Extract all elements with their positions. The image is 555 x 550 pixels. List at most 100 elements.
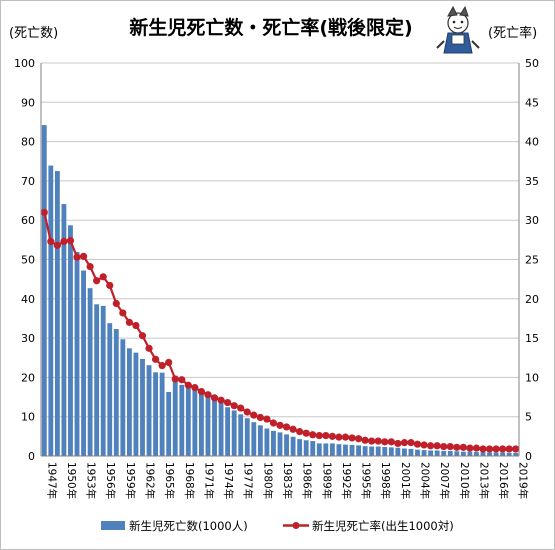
line-point (230, 402, 238, 410)
bar (126, 348, 132, 456)
bar (277, 432, 283, 456)
y-left-tick-label: 80 (21, 136, 35, 149)
line-point (466, 444, 474, 452)
bar (401, 448, 407, 456)
bar (369, 446, 375, 456)
legend: 新生児死亡数(1000人) 新生児死亡率(出生1000対) (101, 519, 454, 533)
line-point (348, 434, 356, 442)
y-left-tick-label: 60 (21, 214, 35, 227)
line-point (263, 415, 271, 423)
y-right-tick-labels: 0 5 10 15 20 25 30 35 40 45 50 (525, 57, 539, 463)
line-point (197, 387, 206, 396)
bar (159, 372, 165, 456)
bar-series (41, 125, 519, 457)
bar (460, 451, 466, 456)
line-point (381, 438, 389, 446)
bar (172, 380, 178, 456)
bar (100, 305, 106, 456)
bar (205, 396, 211, 456)
line-point (93, 277, 101, 285)
bar (41, 125, 47, 457)
line-point (79, 252, 88, 260)
line-point (354, 435, 363, 443)
bar (251, 422, 257, 456)
line-point (53, 241, 61, 249)
bar (94, 304, 100, 456)
y-right-tick-label: 5 (525, 411, 532, 424)
bar (199, 393, 204, 456)
line-point (302, 429, 310, 437)
bar (140, 358, 145, 456)
x-tick-label: 2013年 (477, 462, 490, 499)
x-tick-label: 1980年 (261, 462, 274, 499)
y-left-tick-label: 100 (14, 57, 35, 70)
x-tick-label: 1977年 (242, 462, 255, 499)
bar (434, 450, 440, 456)
bar (120, 339, 126, 456)
line-point (138, 332, 147, 340)
line-point (210, 394, 219, 402)
x-tick-label: 1992年 (340, 462, 353, 499)
bar (487, 452, 492, 456)
bar (192, 390, 198, 456)
line-point (328, 432, 336, 440)
bar (382, 446, 388, 456)
bar (329, 443, 335, 456)
bar (356, 445, 361, 456)
bar (316, 443, 322, 456)
line-point (60, 237, 68, 246)
y-right-tick-label: 25 (525, 254, 539, 267)
bar (415, 449, 420, 456)
bar (454, 451, 460, 456)
bar (74, 252, 80, 456)
y-left-tick-label: 90 (21, 96, 35, 109)
line-point (132, 321, 140, 330)
x-tick-labels: 1947年 1950年 1953年 1956年 1959年 1962年 1965年 1968年… (45, 462, 529, 499)
x-tick-label: 1947年 (45, 462, 58, 499)
x-tick-label: 1968年 (183, 462, 196, 499)
line-point (420, 441, 428, 449)
x-tick-label: 2001年 (399, 462, 412, 499)
line-point (492, 445, 500, 453)
line-point (47, 237, 55, 246)
bar (349, 444, 355, 456)
line-point (433, 442, 441, 450)
bar (303, 440, 309, 456)
y-right-tick-label: 40 (525, 136, 539, 149)
x-tick-label: 2004年 (419, 462, 432, 499)
line-point (40, 208, 48, 216)
y-left-tick-label: 40 (21, 293, 35, 306)
line-point (472, 444, 481, 452)
x-tick-label: 1950年 (65, 462, 78, 499)
bar (271, 430, 276, 456)
bar (212, 397, 217, 456)
x-tick-label: 1971年 (202, 462, 215, 499)
mascot-icon (436, 5, 480, 54)
x-tick-label: 1962年 (143, 462, 156, 499)
line-point (341, 433, 350, 441)
y-right-unit: (死亡率) (488, 25, 537, 41)
gridlines (41, 62, 519, 457)
line-point (151, 355, 160, 363)
line-point (165, 358, 173, 367)
line-point (289, 425, 297, 433)
line-point (387, 438, 395, 446)
bar (467, 451, 473, 456)
legend-line-label: 新生児死亡率(出生1000対) (312, 519, 454, 533)
line-point (400, 439, 409, 447)
bar (48, 165, 54, 456)
line-point (73, 253, 81, 261)
y-right-tick-label: 20 (525, 293, 539, 306)
line-point (512, 445, 520, 453)
y-right-tick-label: 50 (525, 57, 539, 70)
bar (336, 444, 342, 456)
line-point (217, 396, 225, 404)
x-tick-label: 1974年 (222, 462, 235, 499)
chart-title: 新生児死亡数・死亡率(戦後限定) (129, 16, 412, 39)
bar (146, 365, 152, 456)
bar (61, 204, 67, 456)
x-tick-label: 1983年 (281, 462, 294, 499)
legend-bar-label: 新生児死亡数(1000人) (129, 519, 248, 533)
bar (500, 452, 506, 456)
bar (310, 441, 316, 456)
